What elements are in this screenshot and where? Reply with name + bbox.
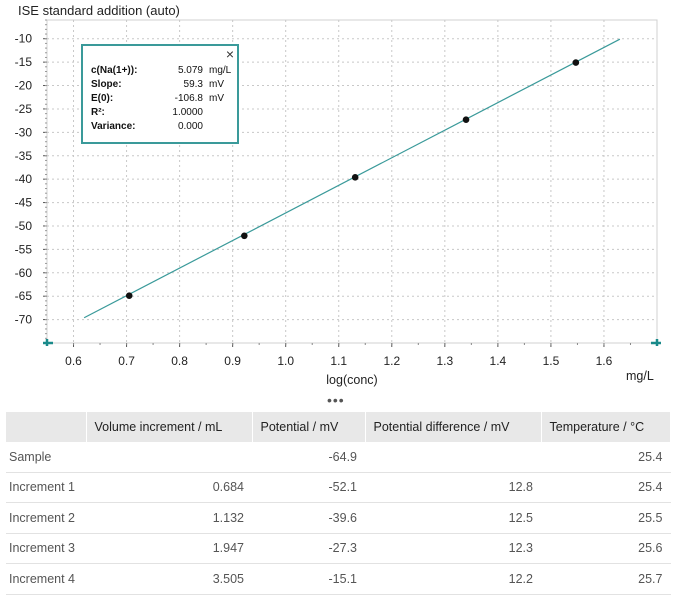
cell-temperature: 25.5 [541,502,671,534]
x-tick-label: 0.6 [65,354,82,368]
row-label: Increment 3 [6,533,86,564]
row-label: Sample [6,442,86,473]
x-tick-label: 1.6 [596,354,613,368]
column-header-volume[interactable]: Volume increment / mL [86,412,253,442]
plot-frame [46,19,658,344]
y-tick-label: -35 [15,149,33,163]
fit-value: -106.8 [174,93,203,104]
data-point [241,232,248,240]
fit-value: 1.0000 [172,107,203,118]
table-row[interactable]: Increment 2 1.132 -39.6 12.5 25.5 [6,502,671,534]
fit-value: 59.3 [183,79,203,90]
cell-volume: 3.505 [86,563,252,595]
x-axis-unit: mg/L [626,369,654,383]
cell-potential-difference [365,442,541,473]
close-icon[interactable]: × [225,46,234,62]
cell-temperature: 25.6 [541,533,671,564]
row-label: Increment 4 [6,563,86,595]
cell-potential: -39.6 [252,502,365,534]
table-row[interactable]: Sample -64.9 25.4 [6,442,671,473]
x-axis-label: log(conc) [326,373,377,387]
chart-title: ISE standard addition (auto) [18,3,180,18]
y-tick-label: -60 [15,266,33,280]
column-header-label[interactable] [6,412,87,442]
x-tick-label: 1.4 [490,354,507,368]
cell-volume: 1.132 [86,502,252,534]
column-header-temperature[interactable]: Temperature / °C [541,412,671,442]
fit-unit: mV [209,79,224,90]
y-tick-label: -55 [15,242,33,256]
fit-key: Variance: [91,121,136,132]
fit-key: E(0): [91,93,114,104]
column-header-potential[interactable]: Potential / mV [252,412,366,442]
cell-volume: 0.684 [86,472,252,503]
y-tick-label: -65 [15,289,33,303]
y-tick-label: -45 [15,196,33,210]
cell-temperature: 25.7 [541,563,671,595]
cell-potential-difference: 12.2 [365,563,541,595]
fit-unit: mV [209,93,224,104]
axis-corner-marker-right [651,339,661,346]
y-tick-label: -15 [15,55,33,69]
fit-key: c(Na(1+)): [91,65,138,76]
fit-key: Slope: [91,79,122,90]
x-tick-label: 1.0 [277,354,294,368]
data-point [462,116,470,124]
x-tick-label: 1.5 [543,354,560,368]
x-tick-label: 0.8 [171,354,188,368]
x-tick-label: 1.3 [436,354,453,368]
data-point [351,173,359,181]
fit-unit: mg/L [209,65,232,76]
fit-results-panel: × c(Na(1+)): 5.079 mg/L Slope: 59.3 mV E… [81,44,239,144]
fit-line [83,38,621,319]
table-row[interactable]: Increment 3 1.947 -27.3 12.3 25.6 [6,533,671,564]
cell-temperature: 25.4 [541,442,671,473]
cell-potential-difference: 12.8 [365,472,541,503]
cell-potential-difference: 12.5 [365,502,541,534]
x-tick-label: 1.2 [383,354,400,368]
row-label: Increment 1 [6,472,86,503]
data-point [125,292,133,300]
x-tick-label: 1.1 [330,354,347,368]
cell-volume [86,442,252,473]
cell-potential: -15.1 [252,563,365,595]
axis-corner-marker-left [43,339,53,346]
column-header-potential-difference[interactable]: Potential difference / mV [365,412,542,442]
cell-potential: -52.1 [252,472,365,503]
cell-potential-difference: 12.3 [365,533,541,564]
x-tick-label: 0.7 [118,354,135,368]
row-label: Increment 2 [6,502,86,534]
data-point [572,59,580,66]
table-row[interactable]: Increment 1 0.684 -52.1 12.8 25.4 [6,472,671,503]
results-table: Volume increment / mL Potential / mV Pot… [6,412,671,595]
cell-potential: -64.9 [252,442,365,473]
y-tick-label: -50 [15,219,33,233]
x-tick-label: 0.9 [224,354,241,368]
table-row[interactable]: Increment 4 3.505 -15.1 12.2 25.7 [6,563,671,595]
y-tick-label: -25 [15,102,33,116]
y-tick-label: -20 [15,79,33,93]
y-tick-label: -10 [15,32,33,46]
cell-temperature: 25.4 [541,472,671,503]
y-tick-label: -70 [15,313,33,327]
table-header-row: Volume increment / mL Potential / mV Pot… [6,412,671,442]
fit-value: 5.079 [177,65,203,76]
fit-value: 0.000 [177,121,203,132]
y-tick-label: -30 [15,125,33,139]
fit-key: R²: [91,107,105,118]
cell-potential: -27.3 [252,533,365,564]
cell-volume: 1.947 [86,533,252,564]
pane-splitter-handle[interactable]: ••• [327,392,345,408]
y-tick-label: -40 [15,172,33,186]
